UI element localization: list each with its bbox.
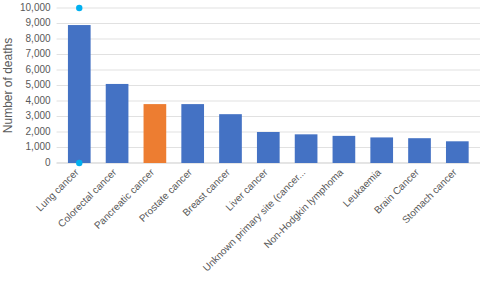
x-tick-label: Non-Hodgkin lymphoma xyxy=(262,166,346,250)
bar xyxy=(370,137,393,163)
y-axis: 0 1,000 2,000 3,000 4,000 5,000 6,000 7,000 8,00… xyxy=(20,2,51,168)
plot-area xyxy=(68,25,469,163)
grid-line xyxy=(57,54,480,55)
scatter-layer xyxy=(76,5,82,166)
y-tick-label: 10,000 xyxy=(20,2,51,13)
y-tick-label: 9,000 xyxy=(26,17,51,28)
y-tick-label: 8,000 xyxy=(26,33,51,44)
grid xyxy=(57,8,480,163)
y-axis-title: Number of deaths xyxy=(1,38,15,133)
chart: 0 1,000 2,000 3,000 4,000 5,000 6,000 7,000 8,00… xyxy=(0,0,490,281)
scatter-point xyxy=(76,5,82,11)
grid-line xyxy=(57,8,480,9)
bar xyxy=(68,25,91,163)
grid-line xyxy=(57,39,480,40)
y-tick-label: 6,000 xyxy=(26,64,51,75)
bar xyxy=(219,114,242,163)
bar xyxy=(333,136,356,163)
grid-line xyxy=(57,23,480,24)
bar xyxy=(408,138,431,163)
y-tick-label: 2,000 xyxy=(26,126,51,137)
x-tick-label: Breast cancer xyxy=(180,166,232,218)
y-tick-label: 4,000 xyxy=(26,95,51,106)
y-tick-label: 3,000 xyxy=(26,110,51,121)
bar xyxy=(106,84,129,163)
scatter-point xyxy=(76,160,82,166)
bar xyxy=(257,132,280,163)
bar xyxy=(181,104,204,163)
y-tick-label: 5,000 xyxy=(26,79,51,90)
y-tick-label: 7,000 xyxy=(26,48,51,59)
y-tick-label: 1,000 xyxy=(26,141,51,152)
bar xyxy=(144,104,167,163)
x-tick-label: Stomach cancer xyxy=(400,166,459,225)
grid-line xyxy=(57,70,480,71)
y-tick-label: 0 xyxy=(45,157,51,168)
bar xyxy=(295,134,318,163)
bar xyxy=(446,141,469,163)
x-axis: Lung cancerColorectal cancerPancreatic c… xyxy=(34,163,480,273)
